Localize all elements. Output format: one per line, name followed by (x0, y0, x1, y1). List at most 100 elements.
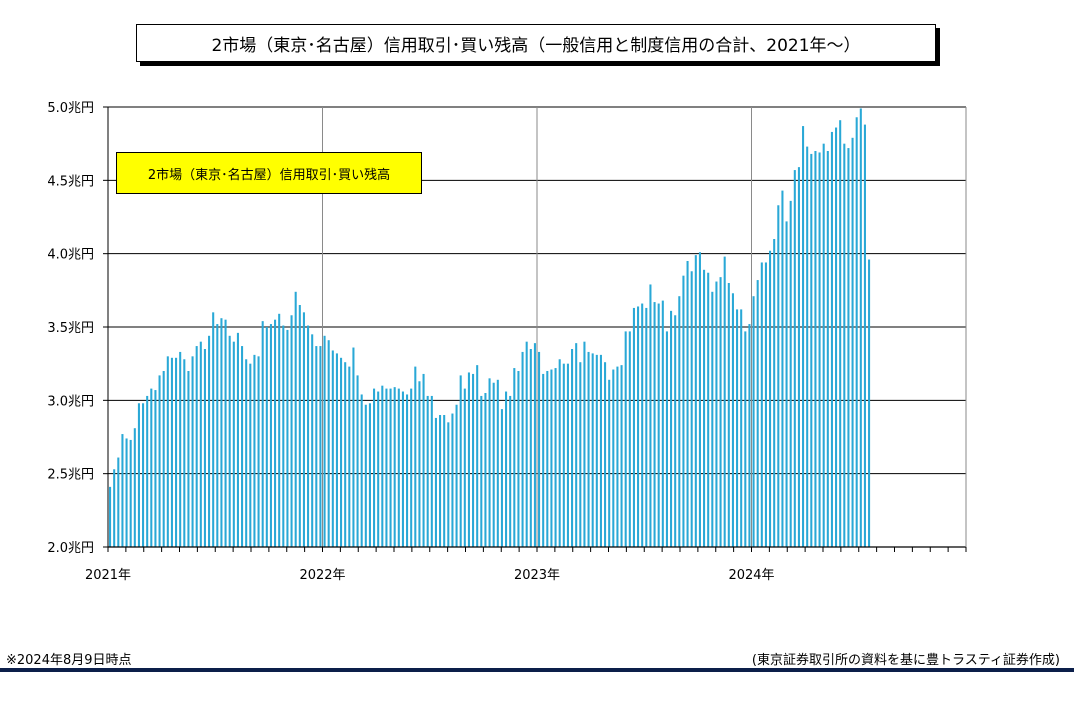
bar (129, 439, 132, 547)
bar (595, 354, 598, 547)
bar (513, 368, 516, 547)
bar (385, 388, 388, 547)
as-of-note: ※2024年8月9日時点 (6, 653, 132, 668)
x-tick-label: 2022年 (299, 568, 345, 583)
bar (426, 395, 429, 547)
bar (133, 428, 136, 547)
bar (113, 469, 116, 547)
bar (764, 262, 767, 547)
bar (232, 341, 235, 547)
bar (228, 335, 231, 547)
bar (760, 262, 763, 547)
bar (467, 372, 470, 547)
bar (257, 356, 260, 547)
bar (401, 391, 404, 547)
bar (814, 151, 817, 547)
bar (736, 309, 739, 547)
y-tick-label: 4.5兆円 (47, 174, 94, 189)
bar (740, 309, 743, 547)
bar (855, 117, 858, 548)
bar (690, 271, 693, 547)
bar (612, 369, 615, 547)
bar (274, 319, 277, 547)
bar (162, 371, 165, 547)
bar (331, 350, 334, 547)
bar (674, 315, 677, 547)
bar (715, 281, 718, 547)
bar (352, 347, 355, 547)
bar (723, 256, 726, 547)
bar (859, 108, 862, 547)
bar (170, 357, 173, 547)
bar (785, 221, 788, 547)
bar (863, 124, 866, 547)
bar-series (109, 108, 871, 548)
bar (451, 413, 454, 547)
bar (538, 351, 541, 547)
bar (323, 335, 326, 547)
bar (302, 312, 305, 547)
bar (703, 269, 706, 547)
bar (542, 373, 545, 547)
bar (826, 151, 829, 547)
bar (224, 319, 227, 547)
bar (505, 391, 508, 547)
bar (216, 324, 219, 547)
bar (117, 457, 120, 547)
bar (175, 357, 178, 547)
bar (368, 403, 371, 547)
bar (142, 403, 145, 547)
bar (249, 363, 252, 547)
bar (422, 373, 425, 547)
bar (443, 415, 446, 547)
bar (686, 261, 689, 547)
bar (587, 351, 590, 547)
bar (661, 300, 664, 547)
bar (769, 250, 772, 547)
bar (269, 324, 272, 547)
bar (410, 388, 413, 547)
bar (307, 325, 310, 547)
bar (822, 143, 825, 547)
bar (381, 385, 384, 547)
bar (377, 391, 380, 547)
x-tick-label: 2021年 (85, 568, 131, 583)
bar (550, 369, 553, 547)
bar (220, 318, 223, 547)
bar (529, 349, 532, 547)
bar (583, 341, 586, 547)
bar (657, 303, 660, 547)
bar (236, 332, 239, 547)
bar (604, 362, 607, 547)
bar (847, 148, 850, 548)
bar (241, 346, 244, 547)
bar (327, 340, 330, 547)
bar (439, 415, 442, 547)
bar (360, 394, 363, 547)
bar (546, 371, 549, 547)
bar (183, 359, 186, 547)
bar (579, 362, 582, 547)
bar (315, 346, 318, 547)
source-note: (東京証券取引所の資料を基に豊トラスティ証券作成) (751, 653, 1060, 668)
bar (694, 255, 697, 547)
bar (208, 335, 211, 547)
bar (447, 422, 450, 547)
chart-title: 2市場（東京･名古屋）信用取引･買い残高（一般信用と制度信用の合計、2021年～… (136, 24, 936, 62)
bar (166, 356, 169, 547)
bar (455, 404, 458, 547)
bar (777, 205, 780, 547)
bar (793, 170, 796, 548)
bar (364, 404, 367, 547)
bar (500, 409, 503, 547)
y-tick-label: 4.0兆円 (47, 248, 94, 263)
bar (389, 388, 392, 547)
bar (711, 291, 714, 547)
bar (199, 341, 202, 547)
bar (158, 375, 161, 547)
bar (624, 331, 627, 547)
bar (150, 388, 153, 547)
bar (154, 390, 157, 547)
bar (496, 379, 499, 547)
bar (558, 359, 561, 547)
